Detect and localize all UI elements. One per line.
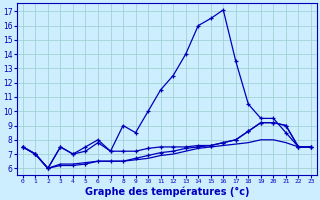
X-axis label: Graphe des températures (°c): Graphe des températures (°c) bbox=[85, 187, 249, 197]
